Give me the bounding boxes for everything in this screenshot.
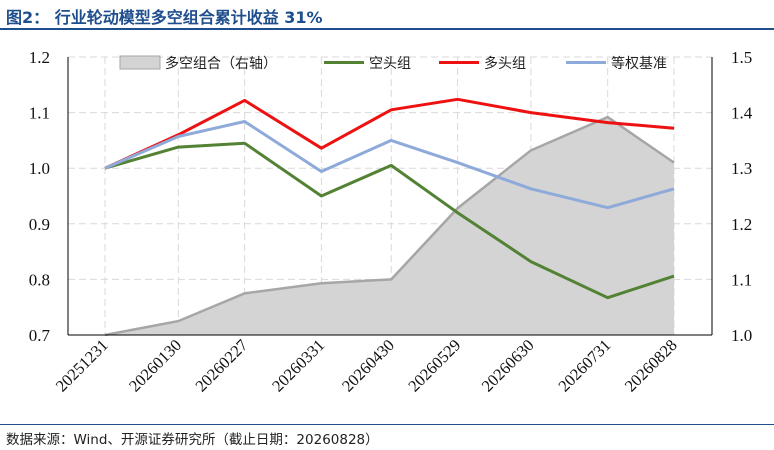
y-left-tick-label: 0.9 [29,215,50,234]
y-left-tick-label: 0.7 [29,326,51,345]
series-line-2 [104,97,675,170]
source-note: 数据来源：Wind、开源证券研究所（截止日期：20260828） [6,432,379,448]
legend: 多空组合（右轴） 空头组 多头组 等权基准 [119,55,667,72]
x-tick-label: 20260529 [404,335,464,395]
x-tick-label: 20260630 [478,335,538,395]
legend-label-2: 多头组 [484,55,526,72]
y-left-tick-label: 1.2 [29,48,50,67]
axes [67,57,713,336]
title-divider [0,28,774,30]
y-right-tick-label: 1.2 [731,215,752,234]
x-tick-label: 20260130 [125,335,185,395]
legend-swatch-0 [119,55,161,70]
y-left-tick-label: 1.0 [29,159,50,178]
source-divider [0,424,774,425]
y-left-tick-label: 0.8 [29,270,50,289]
y-right-tick-label: 1.1 [731,270,752,289]
y-right-tick-label: 1.3 [731,159,752,178]
legend-label-1: 空头组 [369,56,411,72]
legend-label-0: 多空组合（右轴） [165,55,277,72]
x-tick-label: 20260430 [338,335,398,395]
y-left-tick-label: 1.1 [29,104,50,123]
y-right-tick-label: 1.4 [731,104,753,123]
y-right-tick-label: 1.0 [731,326,752,345]
x-tick-label: 20260828 [621,335,681,395]
x-tick-label: 20260227 [191,335,251,395]
x-tick-label: 20260731 [554,335,614,395]
line-series [104,97,675,300]
area-0 [105,117,674,335]
legend-label-3: 等权基准 [611,55,667,72]
chart: 0.7 0.8 0.9 1.0 1.1 1.2 1.0 1.1 1.2 1.3 1.4 1.5 2025… [29,48,753,395]
series-line-1 [104,141,675,300]
x-tick-label: 20260331 [268,335,328,395]
x-tick-label: 20251231 [52,335,112,395]
area-edge-0 [104,115,675,337]
series-line-3 [104,120,675,210]
figure-title: 图2： 行业轮动模型多空组合累计收益 31% [6,8,323,27]
area-series [104,115,675,337]
y-right-tick-label: 1.5 [731,48,752,67]
